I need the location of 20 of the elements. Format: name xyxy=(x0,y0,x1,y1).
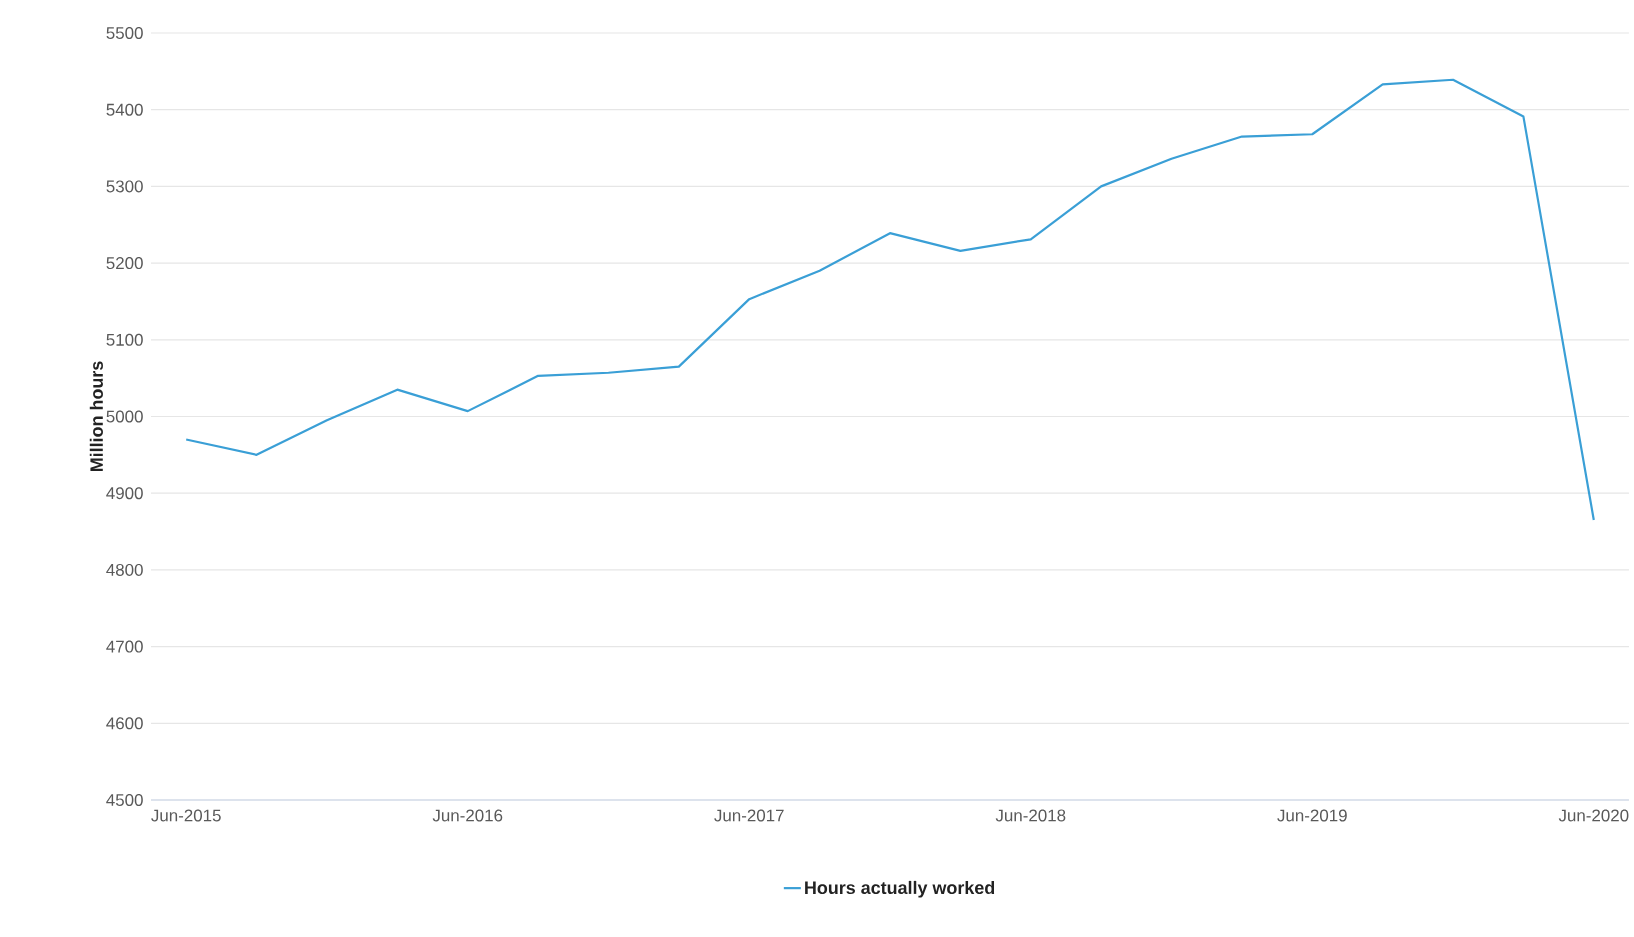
y-tick-label: 5300 xyxy=(106,180,143,193)
line-series xyxy=(185,78,1595,522)
y-tick-label: 5100 xyxy=(106,333,143,346)
y-tick-label: 5500 xyxy=(106,26,143,39)
x-tick-label: Jun-2017 xyxy=(714,809,784,822)
y-tick-label: 4900 xyxy=(106,487,143,500)
y-tick-label: 4700 xyxy=(106,640,143,653)
x-tick-label: Jun-2019 xyxy=(1277,809,1347,822)
y-tick-label: 4500 xyxy=(106,794,143,806)
legend-label: Hours actually worked xyxy=(805,880,995,898)
y-tick-label: 4600 xyxy=(106,717,143,730)
y-tick-label: 5200 xyxy=(106,257,143,270)
x-tick-label: Jun-2020 xyxy=(1558,809,1629,822)
y-tick-label: 4800 xyxy=(106,563,143,576)
x-tick-label: Jun-2015 xyxy=(151,809,221,822)
x-tick-label: Jun-2016 xyxy=(432,809,503,822)
y-tick-label: 5400 xyxy=(106,103,143,116)
y-tick-label: 5000 xyxy=(106,410,143,423)
y-axis-title: Million hours xyxy=(89,361,103,472)
x-tick-label: Jun-2018 xyxy=(995,809,1066,822)
